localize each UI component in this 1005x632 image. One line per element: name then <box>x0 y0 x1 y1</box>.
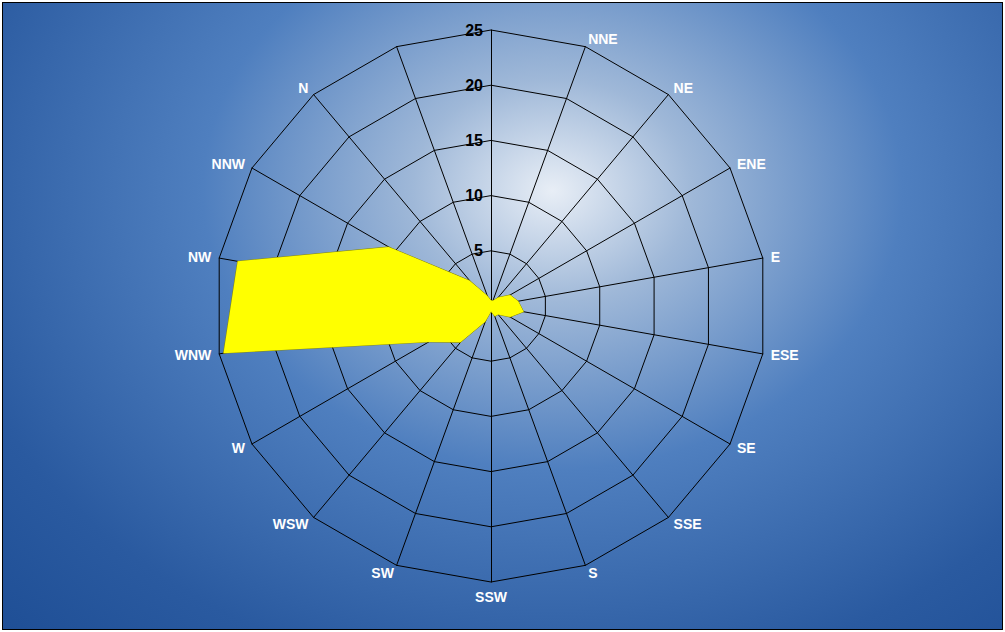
svg-text:NE: NE <box>674 80 693 96</box>
svg-text:25: 25 <box>465 22 483 39</box>
svg-text:ESE: ESE <box>771 347 799 363</box>
svg-text:S: S <box>588 565 597 581</box>
svg-text:10: 10 <box>465 187 483 204</box>
svg-text:E: E <box>771 249 780 265</box>
svg-text:NW: NW <box>188 249 212 265</box>
svg-text:SSW: SSW <box>475 589 508 605</box>
svg-text:NNW: NNW <box>212 156 246 172</box>
svg-text:5: 5 <box>474 242 483 259</box>
svg-text:ENE: ENE <box>737 156 766 172</box>
svg-text:SE: SE <box>737 440 756 456</box>
svg-text:WNW: WNW <box>175 347 212 363</box>
svg-text:WSW: WSW <box>273 516 310 532</box>
svg-text:20: 20 <box>465 77 483 94</box>
svg-text:15: 15 <box>465 132 483 149</box>
svg-text:SW: SW <box>371 565 394 581</box>
svg-text:SSE: SSE <box>674 516 702 532</box>
svg-text:NNE: NNE <box>588 31 618 47</box>
svg-text:W: W <box>232 440 246 456</box>
svg-text:N: N <box>298 80 308 96</box>
